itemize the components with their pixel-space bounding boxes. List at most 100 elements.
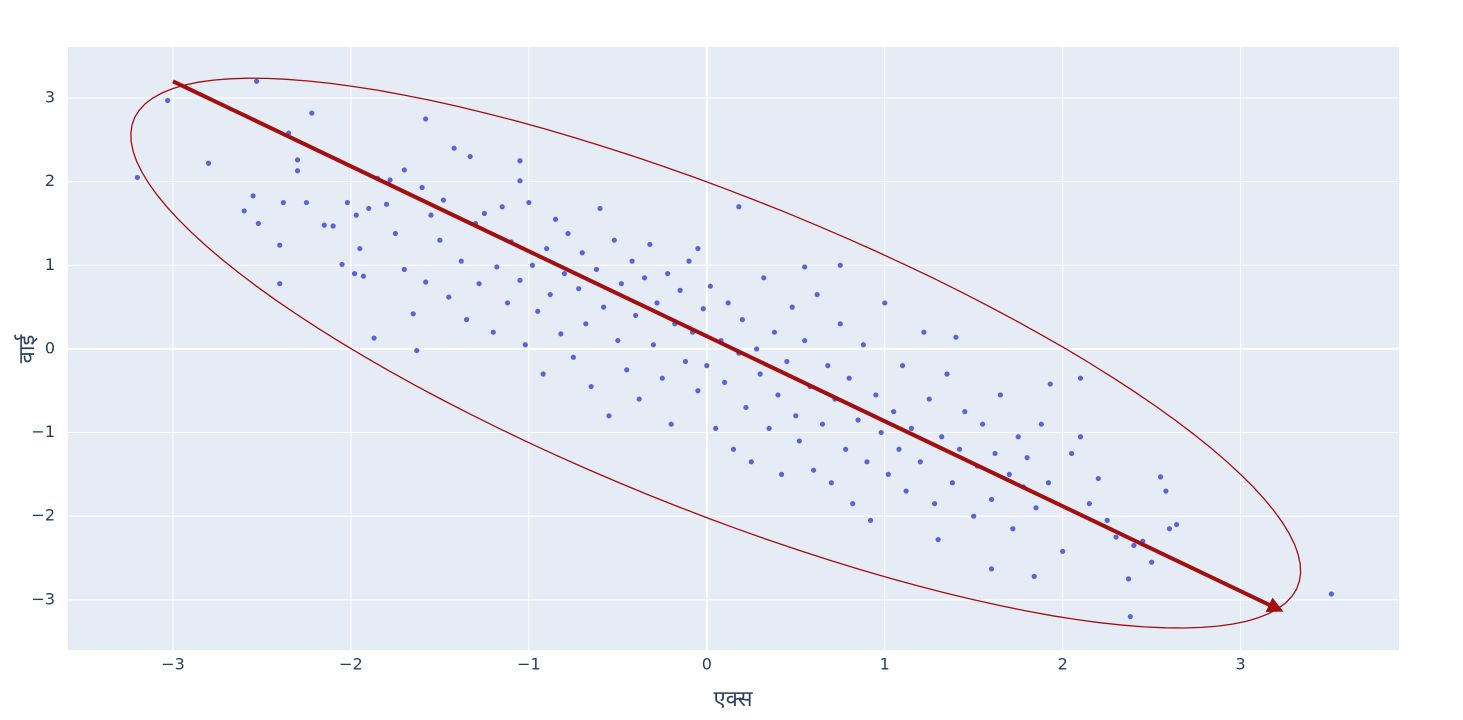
point	[636, 396, 642, 402]
point	[1157, 474, 1164, 480]
point	[939, 434, 945, 440]
point	[789, 304, 795, 310]
point	[467, 153, 473, 160]
point	[736, 204, 742, 210]
x-tick-label: −2	[339, 655, 363, 674]
point	[205, 160, 212, 166]
point	[241, 208, 247, 214]
point	[597, 205, 603, 212]
point	[819, 421, 826, 427]
x-tick-label: 1	[880, 655, 890, 674]
point	[535, 308, 541, 314]
point	[565, 230, 571, 237]
point	[504, 300, 511, 306]
point	[846, 375, 852, 381]
point	[1104, 517, 1110, 523]
point	[401, 167, 407, 173]
point	[971, 513, 977, 519]
point	[988, 496, 995, 503]
point	[668, 421, 674, 427]
point	[784, 358, 790, 365]
point	[254, 78, 260, 84]
point	[810, 467, 817, 473]
y-tick-label: 2	[45, 171, 55, 190]
point	[294, 168, 301, 174]
point	[1015, 434, 1021, 440]
point	[579, 250, 585, 256]
point	[766, 425, 772, 431]
x-tick-label: 0	[702, 655, 712, 674]
x-axis-title: एक्स	[714, 687, 754, 712]
point	[695, 245, 701, 252]
point	[825, 363, 831, 369]
point	[330, 223, 336, 229]
point	[1068, 450, 1075, 457]
point	[725, 300, 731, 306]
point	[458, 258, 464, 264]
point	[757, 371, 763, 377]
point	[739, 317, 745, 323]
point	[629, 258, 635, 264]
point	[1077, 375, 1084, 381]
point	[250, 193, 256, 199]
point	[921, 329, 927, 335]
point	[414, 347, 420, 354]
point	[931, 501, 938, 507]
point	[522, 342, 528, 348]
point	[294, 157, 301, 163]
point	[633, 312, 639, 319]
point	[891, 409, 897, 415]
point	[1045, 480, 1052, 486]
point	[423, 116, 429, 122]
point	[761, 275, 767, 281]
point	[280, 199, 286, 206]
point	[686, 258, 692, 264]
point	[793, 413, 799, 419]
point	[992, 450, 998, 457]
y-tick-label: 1	[45, 255, 55, 274]
point	[552, 216, 559, 222]
point	[754, 346, 760, 352]
point	[896, 446, 902, 452]
point	[908, 425, 915, 431]
y-tick-label: 3	[45, 88, 55, 107]
point	[814, 291, 820, 298]
point	[255, 220, 261, 227]
point	[837, 262, 843, 268]
point	[864, 459, 870, 465]
point	[544, 245, 550, 252]
point	[695, 388, 701, 394]
point	[867, 517, 874, 523]
y-tick-label: −1	[31, 422, 55, 441]
point	[344, 199, 350, 206]
point	[1127, 613, 1133, 620]
point	[665, 271, 671, 277]
point	[917, 459, 923, 465]
point	[775, 392, 781, 398]
point	[1113, 534, 1119, 540]
point	[529, 262, 536, 268]
point	[748, 459, 754, 465]
point	[401, 266, 407, 273]
ellipse	[130, 77, 1302, 629]
point	[423, 279, 429, 285]
point	[730, 446, 737, 452]
point	[1086, 501, 1092, 507]
y-tick-label: −2	[31, 506, 55, 525]
point	[499, 204, 505, 210]
point	[1060, 548, 1066, 554]
point	[606, 413, 612, 419]
point	[360, 273, 366, 279]
point	[558, 331, 564, 337]
point	[1010, 526, 1016, 532]
point	[540, 371, 546, 377]
point	[277, 281, 283, 287]
point	[1166, 526, 1173, 532]
point	[850, 501, 856, 507]
point	[618, 281, 624, 287]
point	[624, 367, 630, 373]
point	[303, 199, 310, 206]
point	[517, 277, 523, 283]
point	[650, 342, 657, 348]
point	[647, 241, 653, 247]
